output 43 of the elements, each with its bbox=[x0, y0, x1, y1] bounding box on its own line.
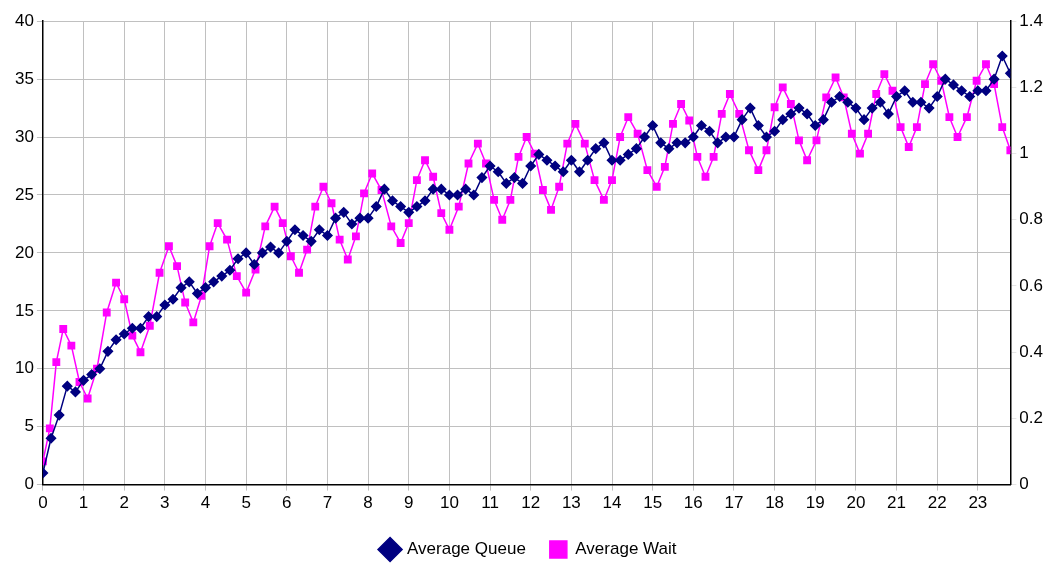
x-tick-label: 14 bbox=[602, 493, 622, 513]
y2-tick-label: 0.6 bbox=[1019, 275, 1044, 295]
x-tick-label: 15 bbox=[643, 493, 663, 513]
x-tick-label: 1 bbox=[78, 493, 89, 513]
x-tick-label: 8 bbox=[363, 493, 373, 513]
y-tick-label: 40 bbox=[14, 10, 34, 30]
y2-tick-label: 1.2 bbox=[1019, 77, 1044, 97]
y-tick-label: 20 bbox=[14, 242, 34, 262]
x-tick-label: 2 bbox=[119, 493, 129, 513]
y2-tick-label: 0.8 bbox=[1019, 209, 1044, 229]
legend-label: Average Queue bbox=[407, 539, 526, 559]
x-tick-label: 12 bbox=[521, 493, 541, 513]
x-tick-label: 17 bbox=[724, 493, 744, 513]
x-tick-label: 16 bbox=[683, 493, 703, 513]
x-tick-label: 13 bbox=[561, 493, 581, 513]
y-tick-label: 35 bbox=[14, 68, 34, 88]
y2-tick-label: 0.4 bbox=[1019, 341, 1044, 361]
y-tick-label: 25 bbox=[14, 184, 34, 204]
x-tick-label: 7 bbox=[322, 493, 333, 513]
x-tick-label: 19 bbox=[805, 493, 825, 513]
x-tick-label: 18 bbox=[765, 493, 785, 513]
x-tick-label: 5 bbox=[241, 493, 251, 513]
y2-tick-label: 0 bbox=[1019, 474, 1029, 494]
x-tick-label: 11 bbox=[481, 493, 499, 513]
x-tick-label: 10 bbox=[439, 493, 459, 513]
y-tick-label: 0 bbox=[24, 474, 34, 494]
legend-label: Average Wait bbox=[575, 539, 677, 559]
y2-tick-label: 1.4 bbox=[1019, 10, 1044, 30]
x-tick-label: 4 bbox=[200, 493, 211, 513]
y2-tick-label: 0.2 bbox=[1019, 408, 1044, 428]
y2-tick-label: 1 bbox=[1019, 143, 1029, 163]
x-tick-label: 0 bbox=[38, 493, 48, 513]
y-tick-label: 10 bbox=[14, 358, 34, 378]
x-tick-label: 3 bbox=[160, 493, 170, 513]
x-tick-label: 20 bbox=[846, 493, 866, 513]
y-tick-label: 5 bbox=[24, 416, 34, 436]
x-tick-label: 9 bbox=[404, 493, 414, 513]
x-tick-label: 22 bbox=[927, 493, 947, 513]
x-tick-label: 6 bbox=[282, 493, 292, 513]
y-tick-label: 30 bbox=[14, 126, 34, 146]
x-tick-label: 21 bbox=[887, 493, 907, 513]
y-tick-label: 15 bbox=[14, 300, 34, 320]
x-tick-label: 23 bbox=[968, 493, 988, 513]
